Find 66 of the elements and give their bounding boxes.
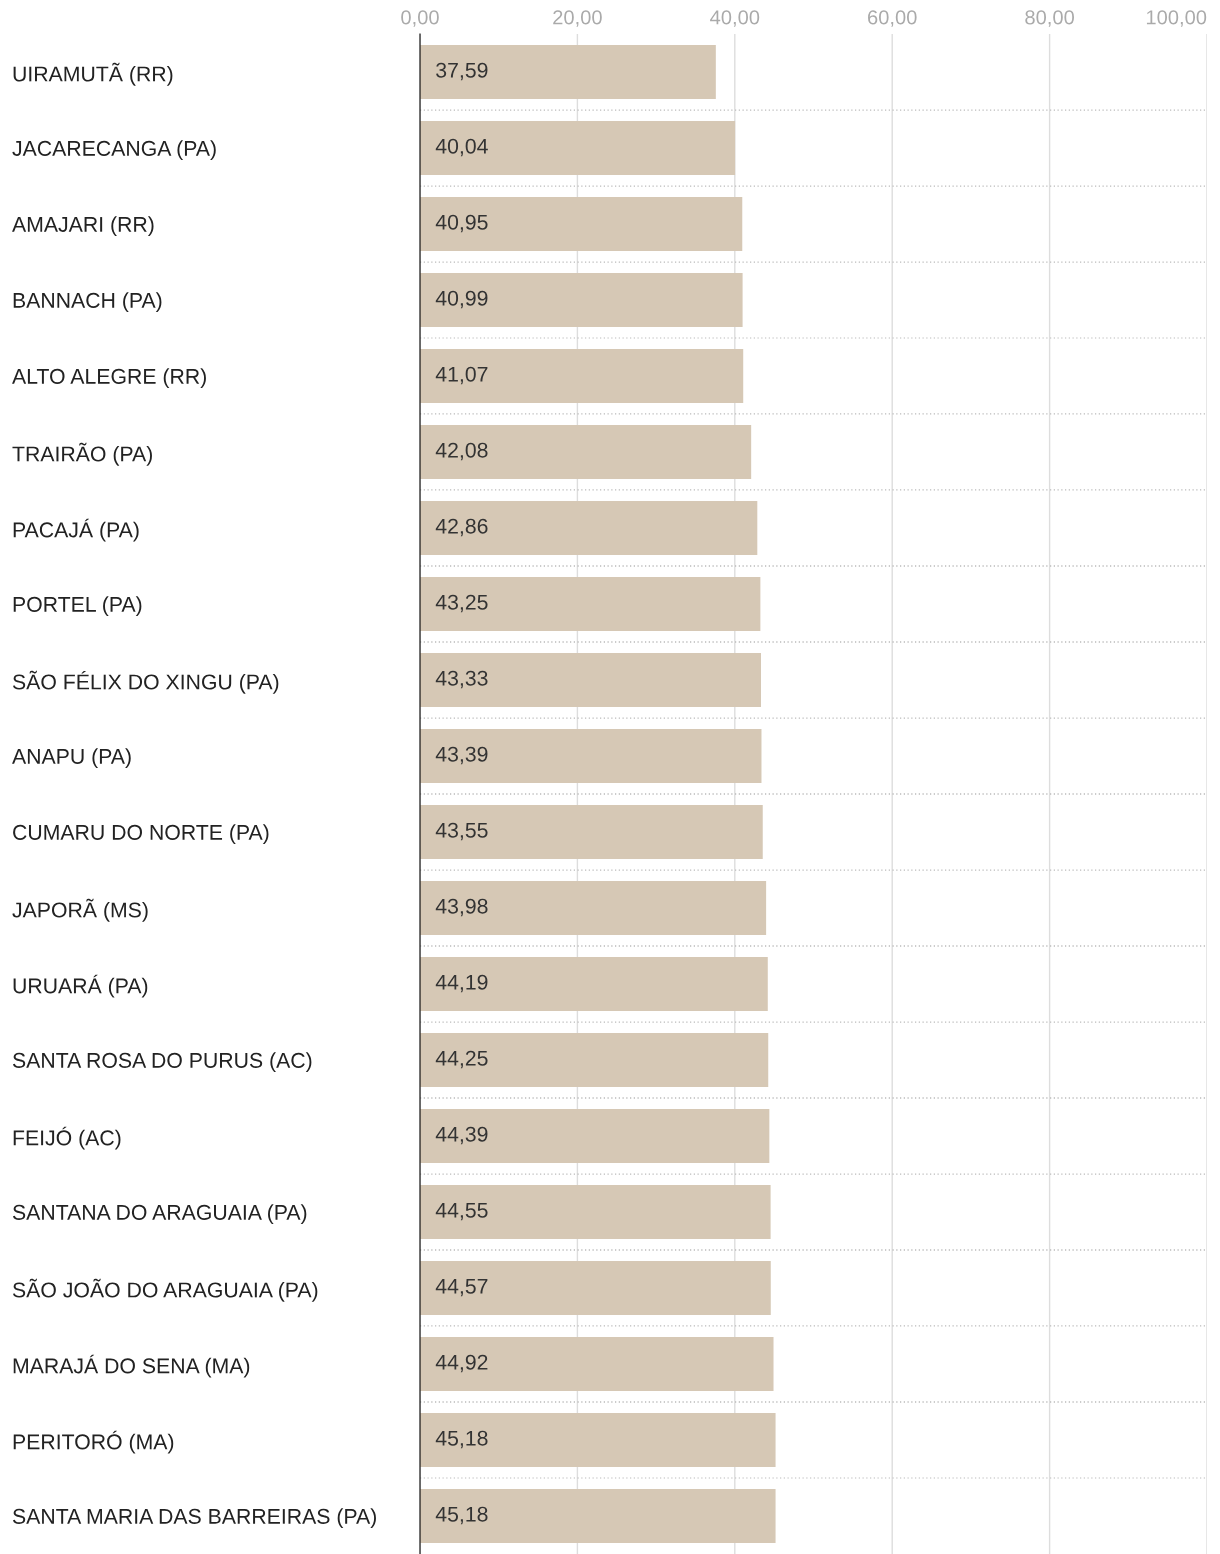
data-label: 42,86: [435, 518, 488, 537]
data-label: 40,99: [435, 290, 488, 309]
data-label: 45,18: [435, 1430, 488, 1449]
y-tick-label: ALTO ALEGRE (RR): [12, 368, 206, 389]
y-tick-label: ANAPU (PA): [12, 748, 131, 769]
y-tick-label: PERITORÓ (MA): [13, 1430, 174, 1454]
x-tick-label: 60,00: [868, 10, 917, 27]
bar: [420, 1261, 771, 1315]
bar: [420, 957, 768, 1011]
bar: [420, 653, 762, 707]
x-tick-label: 100,00: [1146, 10, 1207, 27]
y-tick-label: JAPORÃ (MS): [12, 898, 148, 922]
data-label: 40,04: [435, 138, 488, 157]
data-label: 43,55: [435, 822, 488, 841]
bar: [420, 881, 767, 935]
data-label: 37,59: [436, 62, 488, 81]
y-tick-label: CUMARU DO NORTE (PA): [13, 824, 269, 845]
bar: [420, 1185, 771, 1239]
data-label: 43,98: [435, 898, 488, 917]
bar: [420, 45, 716, 99]
data-label: 43,25: [435, 594, 488, 613]
y-tick-label: BANNACH (PA): [13, 292, 162, 313]
x-tick-label: 0,00: [401, 10, 439, 27]
bar: [420, 197, 743, 251]
data-label: 42,08: [435, 442, 488, 461]
data-label: 44,57: [435, 1278, 488, 1297]
y-tick-label: SANTANA DO ARAGUAIA (PA): [12, 1204, 307, 1225]
y-tick-label: AMAJARI (RR): [12, 216, 154, 237]
data-label: 44,25: [435, 1050, 488, 1069]
x-tick-label: 80,00: [1025, 10, 1075, 27]
y-tick-label: TRAIRÃO (PA): [12, 442, 152, 466]
y-tick-label: PORTEL (PA): [13, 596, 142, 617]
data-label: 41,07: [435, 366, 488, 385]
y-tick-label: UIRAMUTÃ (RR): [13, 62, 173, 86]
y-tick-label: SÃO FÉLIX DO XINGU (PA): [12, 670, 279, 694]
y-tick-label: SÃO JOÃO DO ARAGUAIA (PA): [12, 1278, 318, 1302]
data-label: 40,95: [435, 214, 488, 233]
bar: [420, 349, 744, 403]
bar: [420, 1109, 770, 1163]
x-tick-label: 20,00: [553, 10, 602, 27]
data-label: 43,39: [435, 746, 488, 765]
bar: [420, 501, 758, 555]
bar: [420, 1337, 774, 1391]
data-label: 44,39: [435, 1126, 488, 1145]
y-tick-label: MARAJÁ DO SENA (MA): [13, 1354, 250, 1378]
bar: [420, 1489, 776, 1543]
bar: [420, 805, 763, 859]
data-label: 44,92: [435, 1354, 488, 1373]
bar: [420, 273, 743, 327]
y-tick-label: SANTA ROSA DO PURUS (AC): [12, 1052, 312, 1073]
y-tick-label: FEIJÓ (AC): [13, 1126, 121, 1150]
bar: [420, 729, 762, 783]
bar: [420, 121, 736, 175]
bar: [420, 577, 761, 631]
y-tick-label: SANTA MARIA DAS BARREIRAS (PA): [12, 1508, 376, 1529]
y-tick-label: JACARECANGA (PA): [12, 140, 216, 161]
data-label: 43,33: [435, 670, 488, 689]
bar: [420, 425, 752, 479]
data-label: 44,19: [435, 974, 488, 993]
y-tick-label: PACAJÁ (PA): [13, 518, 139, 542]
data-label: 45,18: [435, 1506, 488, 1525]
x-tick-label: 40,00: [710, 10, 760, 27]
data-label: 44,55: [435, 1202, 488, 1221]
bar: [420, 1413, 776, 1467]
y-tick-label: URUARÁ (PA): [13, 974, 148, 998]
bar: [420, 1033, 769, 1087]
